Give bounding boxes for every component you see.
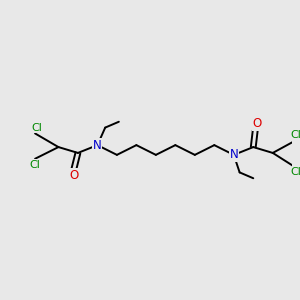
Text: Cl: Cl	[291, 130, 300, 140]
Text: O: O	[69, 169, 79, 182]
Text: Cl: Cl	[32, 123, 43, 133]
Text: O: O	[253, 117, 262, 130]
Text: N: N	[93, 139, 102, 152]
Text: Cl: Cl	[291, 167, 300, 177]
Text: N: N	[230, 148, 238, 161]
Text: Cl: Cl	[30, 160, 40, 170]
